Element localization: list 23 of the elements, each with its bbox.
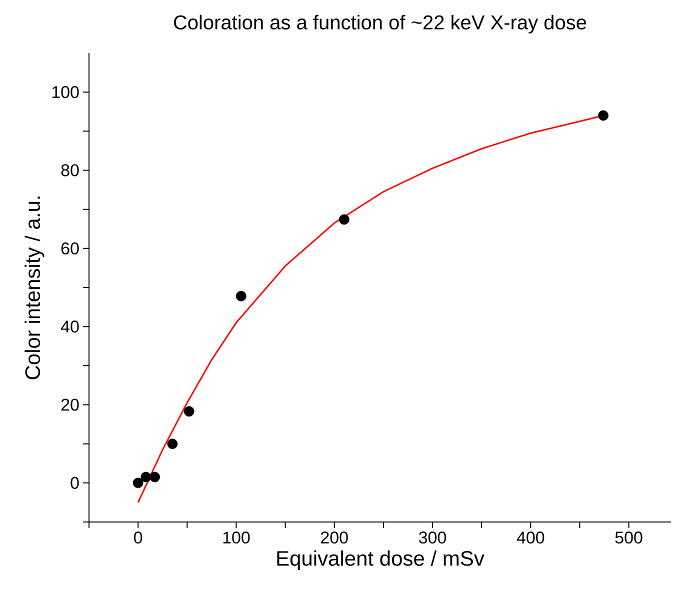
y-tick-label: 20 — [61, 398, 79, 411]
point — [140, 472, 152, 482]
point — [132, 478, 144, 488]
x-tick-label: 0 — [134, 532, 142, 544]
point — [167, 438, 178, 450]
y-tick-label: 40 — [60, 320, 79, 333]
x-tick-label: 100 — [223, 532, 250, 544]
point — [338, 214, 350, 225]
x-tick-label: 300 — [418, 532, 446, 544]
x-tick-label: 200 — [321, 532, 348, 544]
y-tick-label: 0 — [70, 476, 79, 489]
point — [598, 110, 608, 121]
y-tick-label: 100 — [52, 86, 79, 98]
y-tick-label: 80 — [61, 164, 79, 176]
y-axis-title: Color intensity / a.u. — [24, 196, 44, 380]
chart-title: Coloration as a function of ~22 keV X-ray dose — [174, 14, 586, 34]
point — [150, 472, 160, 482]
x-tick-label: 500 — [615, 532, 642, 544]
x-axis-title: Equivalent dose / mSv — [277, 550, 484, 570]
y-tick-label: 60 — [61, 242, 79, 254]
x-tick-label: 400 — [516, 532, 544, 544]
point — [236, 290, 246, 302]
point — [184, 406, 194, 417]
